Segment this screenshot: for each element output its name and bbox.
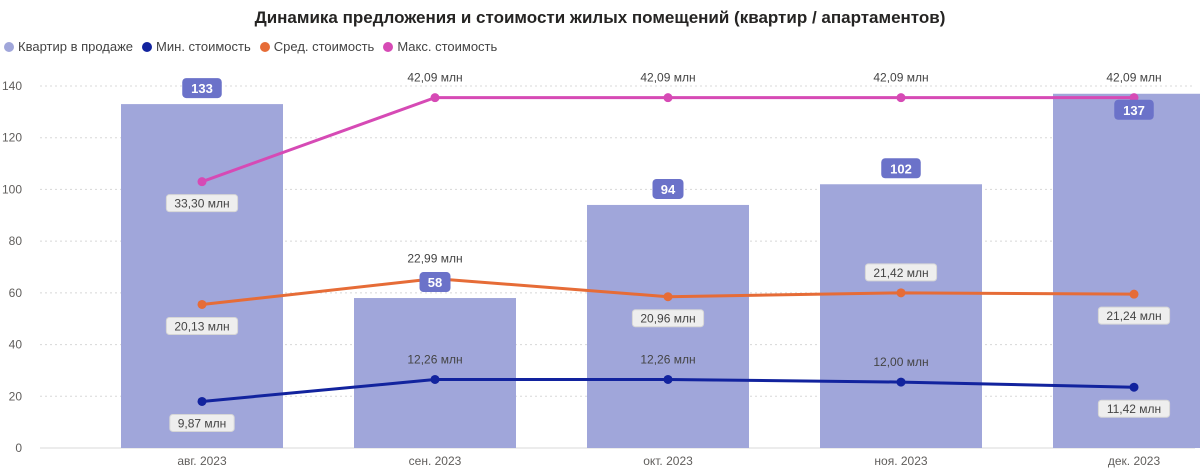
bar-label-box [182, 78, 222, 99]
x-tick-label: сен. 2023 [409, 454, 462, 468]
series-point[interactable] [197, 396, 207, 406]
line-value-label: 12,26 млн [640, 352, 695, 366]
x-tick-label: дек. 2023 [1108, 454, 1161, 468]
legend-label-avg: Сред. стоимость [273, 39, 375, 54]
y-tick-label: 80 [9, 234, 23, 248]
data-label-box [864, 263, 938, 282]
chart-legend: Квартир в продаже Мин. стоимость Сред. с… [4, 39, 506, 54]
series-point[interactable] [896, 377, 906, 387]
legend-item-min[interactable]: Мин. стоимость [142, 39, 251, 54]
bar-value-label: 137 [1123, 103, 1145, 118]
bar[interactable] [1053, 93, 1200, 448]
series-point[interactable] [430, 374, 440, 384]
y-tick-label: 40 [9, 338, 23, 352]
line-value-label: 42,09 млн [407, 71, 462, 85]
legend-swatch-min [142, 41, 153, 52]
bar-value-label: 58 [428, 275, 442, 290]
legend-swatch-max [383, 41, 394, 52]
legend-label-min: Мин. стоимость [156, 39, 251, 54]
bar[interactable] [820, 184, 982, 448]
line-value-label: 22,99 млн [407, 252, 462, 266]
legend-swatch-bars [4, 41, 14, 52]
line-value-label: 21,42 млн [873, 266, 928, 280]
line-value-label: 20,96 млн [640, 312, 695, 326]
bar-label-box [881, 158, 921, 179]
series-point[interactable] [197, 177, 207, 187]
legend-label-max: Макс. стоимость [397, 39, 498, 54]
data-labels: 9,87 млн 12,26 млн 12,26 млн 12,00 млн 11,42… [165, 71, 1171, 432]
series-point[interactable] [430, 93, 440, 103]
line-value-label: 33,30 млн [174, 197, 229, 211]
bar-label-box [419, 272, 451, 293]
line-value-label: 12,26 млн [407, 352, 462, 366]
y-tick-label: 140 [2, 79, 22, 93]
y-tick-label: 20 [9, 389, 23, 403]
bar-value-label: 133 [191, 81, 213, 96]
legend-label-bars: Квартир в продаже [18, 39, 134, 54]
x-tick-label: авг. 2023 [177, 454, 227, 468]
series-point[interactable] [663, 374, 673, 384]
data-label-box [1097, 306, 1171, 325]
series-point[interactable] [663, 93, 673, 103]
bar-label-box [652, 178, 684, 199]
series-point[interactable] [663, 292, 673, 302]
line-value-label: 9,87 млн [178, 416, 227, 430]
line-value-label: 21,24 млн [1106, 309, 1161, 323]
x-tick-label: окт. 2023 [643, 454, 693, 468]
y-axis: 0 20 40 60 80 100 120 140 [2, 79, 22, 455]
x-axis: авг. 2023 сен. 2023 окт. 2023 ноя. 2023 дек.… [177, 454, 1160, 468]
series-point[interactable] [197, 299, 207, 309]
y-tick-label: 120 [2, 131, 22, 145]
line-value-label: 42,09 млн [1106, 71, 1161, 85]
y-tick-label: 0 [15, 441, 22, 455]
series-point[interactable] [1129, 289, 1139, 299]
y-tick-label: 60 [9, 286, 23, 300]
y-tick-label: 100 [2, 182, 22, 196]
line-value-label: 42,09 млн [873, 71, 928, 85]
bar-value-label: 94 [661, 182, 676, 197]
data-label-box [1097, 399, 1171, 418]
data-label-box [165, 194, 239, 213]
data-label-box [631, 309, 705, 328]
data-label-box [169, 413, 235, 432]
series-point[interactable] [896, 93, 906, 103]
chart-title: Динамика предложения и стоимости жилых п… [254, 8, 946, 27]
bar[interactable] [354, 298, 516, 448]
line-value-label: 42,09 млн [640, 71, 695, 85]
line-value-label: 12,00 млн [873, 355, 928, 369]
bar-value-label: 102 [890, 161, 912, 176]
series-line [201, 96, 1134, 184]
line-value-label: 20,13 млн [174, 319, 229, 333]
x-tick-label: ноя. 2023 [874, 454, 927, 468]
legend-item-max[interactable]: Макс. стоимость [383, 39, 497, 54]
data-label-box [165, 316, 239, 335]
bar-label-box [1114, 99, 1154, 120]
series-point[interactable] [896, 288, 906, 298]
line-value-label: 11,42 млн [1107, 402, 1161, 416]
legend-swatch-avg [259, 41, 270, 52]
series-point[interactable] [1129, 382, 1139, 392]
legend-item-avg[interactable]: Сред. стоимость [259, 39, 375, 54]
legend-item-bars[interactable]: Квартир в продаже [4, 39, 133, 54]
